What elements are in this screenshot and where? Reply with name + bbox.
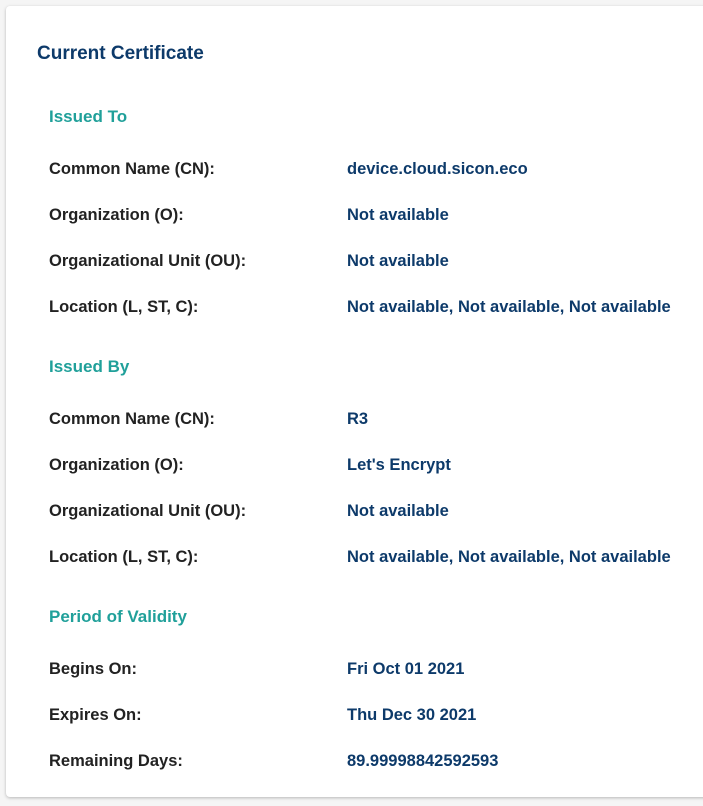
field-row: Organizational Unit (OU): Not available [49, 500, 703, 522]
field-label: Begins On: [49, 660, 138, 678]
section-heading: Period of Validity [49, 607, 187, 626]
section-heading: Issued To [49, 107, 128, 126]
field-value: Not available, Not available, Not availa… [347, 548, 671, 566]
field-row: Organization (O): Not available [49, 204, 703, 226]
field-row: Organization (O): Let's Encrypt [49, 454, 703, 476]
certificate-card: Current Certificate Issued To Common Name… [6, 6, 703, 797]
field-row: Organizational Unit (OU): Not available [49, 250, 703, 272]
card-title: Current Certificate [37, 43, 204, 64]
field-label: Organization (O): [49, 206, 184, 224]
field-value: Let's Encrypt [347, 456, 451, 474]
field-label: Location (L, ST, C): [49, 298, 199, 316]
field-row: Location (L, ST, C): Not available, Not a… [49, 296, 703, 318]
field-row: Common Name (CN): device.cloud.sicon.eco [49, 158, 703, 180]
section-heading: Issued By [49, 357, 130, 376]
field-label: Organizational Unit (OU): [49, 502, 247, 520]
field-value: Not available [347, 502, 449, 520]
field-value: R3 [347, 410, 369, 428]
field-value: device.cloud.sicon.eco [347, 160, 528, 178]
field-row: Location (L, ST, C): Not available, Not a… [49, 546, 703, 568]
field-label: Organization (O): [49, 456, 184, 474]
field-label: Common Name (CN): [49, 160, 215, 178]
field-label: Organizational Unit (OU): [49, 252, 247, 270]
field-label: Expires On: [49, 706, 142, 724]
field-label: Location (L, ST, C): [49, 548, 199, 566]
field-value: Not available, Not available, Not availa… [347, 298, 671, 316]
field-label: Remaining Days: [49, 752, 183, 770]
field-value: 89.99998842592593 [347, 752, 499, 770]
field-row: Expires On: Thu Dec 30 2021 [49, 704, 703, 726]
field-row: Remaining Days: 89.99998842592593 [49, 750, 703, 772]
field-value: Not available [347, 252, 449, 270]
field-value: Thu Dec 30 2021 [347, 706, 477, 724]
field-row: Begins On: Fri Oct 01 2021 [49, 658, 703, 680]
field-row: Common Name (CN): R3 [49, 408, 703, 430]
field-value: Not available [347, 206, 449, 224]
field-value: Fri Oct 01 2021 [347, 660, 465, 678]
field-label: Common Name (CN): [49, 410, 215, 428]
